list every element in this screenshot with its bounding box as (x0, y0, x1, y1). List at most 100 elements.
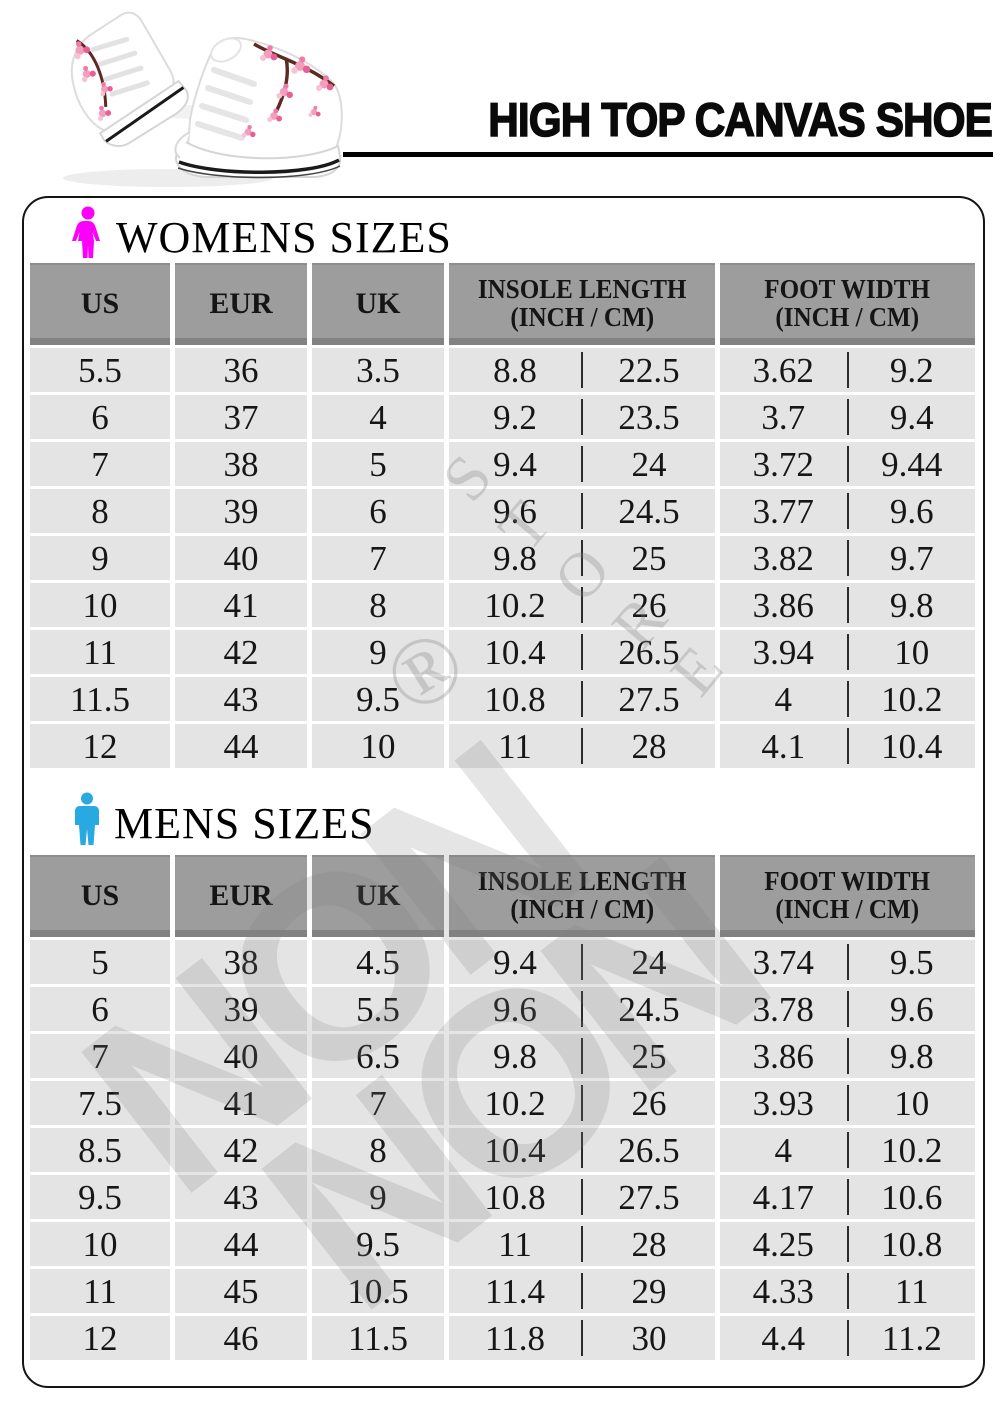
cell-us: 12 (30, 1316, 170, 1360)
cell-insole: 10.4 26.5 (449, 1128, 715, 1172)
cell-uk: 6.5 (312, 1034, 444, 1078)
column-header-foot: FOOT WIDTH (INCH / CM) (720, 855, 975, 937)
cell-us: 8.5 (30, 1128, 170, 1172)
cell-eur: 41 (175, 583, 307, 627)
cell-insole: 8.8 22.5 (449, 348, 715, 392)
cell-uk: 3.5 (312, 348, 444, 392)
cell-foot: 4.4 11.2 (720, 1316, 975, 1360)
cell-insole: 9.4 24 (449, 442, 715, 486)
mens-section-title: MENS SIZES (114, 799, 375, 848)
cell-uk: 7 (312, 536, 444, 580)
cell-foot: 4.25 10.8 (720, 1222, 975, 1266)
unit-divider (846, 944, 849, 980)
cell-insole: 9.8 25 (449, 536, 715, 580)
cell-us: 10 (30, 1222, 170, 1266)
cell-uk: 9 (312, 1175, 444, 1219)
unit-divider (846, 1226, 849, 1262)
cell-uk: 11.5 (312, 1316, 444, 1360)
unit-divider (581, 1132, 583, 1168)
cell-foot: 3.74 9.5 (720, 940, 975, 984)
cell-eur: 37 (175, 395, 307, 439)
cell-us: 7 (30, 1034, 170, 1078)
cell-foot: 3.86 9.8 (720, 1034, 975, 1078)
column-header-insole: INSOLE LENGTH (INCH / CM) (449, 855, 715, 937)
unit-divider (846, 1179, 849, 1215)
cell-us: 6 (30, 395, 170, 439)
unit-divider (581, 587, 583, 623)
cell-uk: 9 (312, 630, 444, 674)
woman-icon (72, 206, 100, 258)
unit-divider (581, 681, 583, 717)
cell-uk: 10 (312, 724, 444, 768)
cell-uk: 4 (312, 395, 444, 439)
unit-divider (581, 944, 583, 980)
cell-uk: 10.5 (312, 1269, 444, 1313)
unit-divider (846, 681, 849, 717)
cell-foot: 4 10.2 (720, 1128, 975, 1172)
cell-uk: 8 (312, 583, 444, 627)
womens-section-label: WOMENS SIZES (70, 204, 452, 260)
column-header-uk: UK (312, 855, 444, 937)
column-header-foot: FOOT WIDTH (INCH / CM) (720, 263, 975, 345)
unit-divider (846, 728, 849, 764)
cell-insole: 9.4 24 (449, 940, 715, 984)
unit-divider (581, 1320, 583, 1356)
cell-foot: 3.77 9.6 (720, 489, 975, 533)
cell-eur: 42 (175, 1128, 307, 1172)
cell-insole: 10.8 27.5 (449, 677, 715, 721)
cell-insole: 10.2 26 (449, 1081, 715, 1125)
man-icon (75, 792, 99, 845)
cell-eur: 40 (175, 1034, 307, 1078)
unit-divider (846, 540, 849, 576)
unit-divider (581, 1085, 583, 1121)
cell-eur: 45 (175, 1269, 307, 1313)
unit-divider (846, 587, 849, 623)
unit-divider (581, 540, 583, 576)
cell-foot: 3.94 10 (720, 630, 975, 674)
cell-eur: 40 (175, 536, 307, 580)
cell-insole: 11 28 (449, 724, 715, 768)
unit-divider (581, 728, 583, 764)
cell-insole: 11 28 (449, 1222, 715, 1266)
cell-us: 8 (30, 489, 170, 533)
column-header-us: US (30, 263, 170, 345)
unit-divider (846, 1320, 849, 1356)
cell-foot: 4.33 11 (720, 1269, 975, 1313)
unit-divider (846, 493, 849, 529)
cell-us: 11 (30, 630, 170, 674)
cell-uk: 6 (312, 489, 444, 533)
cell-foot: 4.1 10.4 (720, 724, 975, 768)
unit-divider (846, 634, 849, 670)
cell-uk: 8 (312, 1128, 444, 1172)
cell-us: 7 (30, 442, 170, 486)
cell-insole: 11.4 29 (449, 1269, 715, 1313)
cell-us: 7.5 (30, 1081, 170, 1125)
mens-size-table: US EUR UK INSOLE LENGTH (INCH / CM) FOOT WIDT… (30, 855, 975, 1360)
unit-divider (846, 352, 849, 388)
cell-foot: 3.93 10 (720, 1081, 975, 1125)
cell-us: 5.5 (30, 348, 170, 392)
cell-us: 12 (30, 724, 170, 768)
title-underline (343, 152, 993, 157)
column-header-us: US (30, 855, 170, 937)
unit-divider (846, 399, 849, 435)
unit-divider (581, 1179, 583, 1215)
unit-divider (846, 1132, 849, 1168)
unit-divider (581, 399, 583, 435)
cell-insole: 9.2 23.5 (449, 395, 715, 439)
cell-eur: 44 (175, 724, 307, 768)
cell-us: 11 (30, 1269, 170, 1313)
cell-foot: 3.78 9.6 (720, 987, 975, 1031)
cell-uk: 5.5 (312, 987, 444, 1031)
product-photo (63, 11, 343, 187)
cell-uk: 9.5 (312, 677, 444, 721)
cell-eur: 38 (175, 940, 307, 984)
mens-section-label: MENS SIZES (70, 790, 375, 846)
unit-divider (581, 446, 583, 482)
unit-divider (846, 1085, 849, 1121)
column-header-eur: EUR (175, 263, 307, 345)
column-header-uk: UK (312, 263, 444, 345)
unit-divider (846, 446, 849, 482)
unit-divider (581, 634, 583, 670)
cell-eur: 44 (175, 1222, 307, 1266)
